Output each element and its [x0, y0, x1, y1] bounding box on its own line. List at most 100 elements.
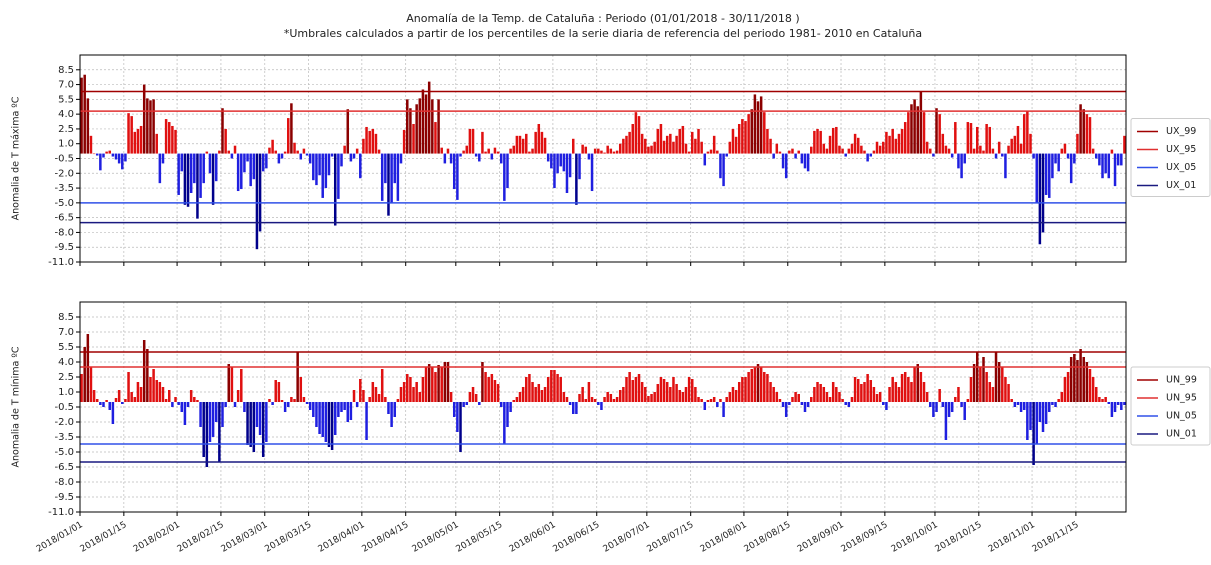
bar [1057, 153, 1060, 172]
bar [622, 138, 625, 154]
bar [80, 374, 83, 402]
y-tick-label: -0.5 [54, 154, 74, 165]
bar [556, 153, 559, 174]
bar [744, 121, 747, 154]
bar [753, 367, 757, 402]
bar [800, 153, 804, 164]
bar [997, 362, 1001, 402]
bar [756, 364, 760, 402]
bar [543, 137, 547, 154]
y-tick-label: -11.0 [48, 507, 74, 518]
bar [584, 399, 588, 402]
bar [174, 129, 177, 154]
bar [186, 153, 190, 207]
bar [816, 128, 819, 154]
bar [1069, 153, 1073, 184]
bar [850, 143, 854, 154]
bar [669, 387, 672, 402]
bar [324, 402, 328, 442]
bar [515, 135, 519, 154]
bar [882, 141, 885, 154]
bar [415, 382, 418, 402]
bar [838, 392, 841, 402]
bar [99, 402, 102, 405]
bar [1026, 111, 1029, 154]
bar [954, 122, 957, 154]
bar [903, 372, 907, 402]
bar [597, 148, 600, 154]
bar [885, 402, 888, 410]
x-tick-label: 2018/04/01 [317, 520, 367, 555]
bar [146, 349, 149, 402]
y-tick-label: -0.5 [54, 402, 74, 413]
bar [1123, 402, 1126, 405]
bar [409, 108, 412, 154]
bar [706, 400, 710, 402]
bar [788, 150, 791, 154]
bar [972, 364, 976, 402]
bar [1063, 377, 1067, 402]
bar [697, 128, 700, 154]
bar [672, 377, 675, 402]
bar [330, 402, 334, 450]
bar [124, 399, 127, 402]
bar [1019, 402, 1023, 412]
bar [540, 131, 544, 154]
bar [584, 146, 588, 154]
bar [784, 402, 788, 417]
bar [368, 130, 371, 154]
bar [966, 399, 970, 402]
bar [315, 153, 318, 186]
bar [490, 374, 494, 402]
bar [503, 153, 506, 201]
bar [315, 402, 318, 427]
bar [631, 124, 635, 154]
bar [346, 109, 350, 154]
bar [571, 402, 575, 414]
bar [593, 148, 597, 154]
bar [562, 153, 566, 172]
legend-label: UN_05 [1166, 411, 1197, 422]
bar [1069, 357, 1073, 402]
bar [553, 370, 556, 402]
bar [922, 112, 926, 154]
bar [1076, 360, 1079, 402]
y-tick-label: 8.5 [58, 312, 74, 323]
bar [841, 399, 844, 402]
plot-frame [79, 301, 1127, 513]
bar [900, 128, 904, 154]
bar [662, 379, 666, 402]
bar [941, 402, 945, 407]
bar [665, 382, 669, 402]
bar [487, 148, 490, 154]
bar [969, 377, 973, 402]
bar [283, 402, 287, 412]
y-tick-label: 7.0 [58, 327, 74, 338]
bar [102, 402, 105, 407]
bar [359, 379, 362, 402]
bar [1016, 125, 1020, 154]
bar [456, 153, 459, 200]
bar [474, 153, 478, 157]
bar [1054, 402, 1057, 407]
bar [781, 402, 785, 407]
bar [938, 114, 941, 154]
bar [722, 402, 725, 417]
bar [763, 112, 766, 154]
bar [302, 148, 306, 154]
bar [1073, 153, 1076, 164]
bar [872, 150, 876, 154]
bar [186, 402, 190, 407]
bar [559, 153, 562, 167]
bar [121, 153, 124, 170]
bar [844, 153, 847, 157]
bar [496, 384, 500, 402]
bar [506, 153, 509, 189]
bar [935, 402, 938, 412]
bar [737, 124, 741, 154]
y-tick-label: -6.5 [54, 462, 74, 473]
bar [249, 402, 252, 447]
bar [83, 347, 86, 402]
bar [960, 402, 963, 407]
bar [365, 126, 368, 154]
